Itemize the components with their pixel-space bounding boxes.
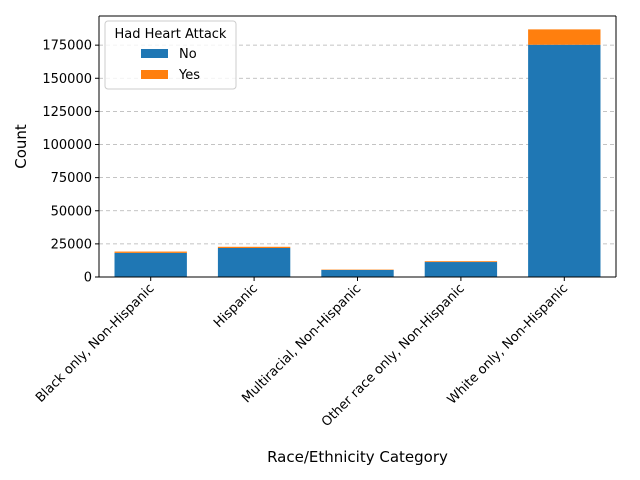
y-tick-label: 50000	[51, 204, 92, 219]
legend-swatch-no	[141, 49, 168, 58]
bar-segment-no	[424, 262, 498, 277]
y-tick-label: 150000	[42, 72, 92, 87]
y-tick-label: 0	[84, 271, 92, 286]
y-tick-label: 100000	[42, 138, 92, 153]
bar-segment-yes	[528, 29, 601, 45]
x-axis-label: Race/Ethnicity Category	[267, 448, 448, 466]
bar-segment-no	[217, 247, 291, 277]
bars	[114, 29, 601, 278]
x-tick-label: White only, Non-Hispanic	[445, 281, 571, 407]
legend-label-yes: Yes	[178, 68, 200, 83]
legend-label-no: No	[179, 47, 197, 62]
legend-title: Had Heart Attack	[115, 27, 227, 42]
legend-frame	[104, 20, 237, 90]
x-tick-label: Multiracial, Non-Hispanic	[239, 281, 364, 406]
legend: Had Heart Attack No Yes	[104, 20, 237, 90]
x-tick-label: Hispanic	[211, 281, 261, 331]
legend-items: No Yes	[141, 47, 200, 83]
y-tick-label: 75000	[51, 171, 92, 186]
y-tick-label: 175000	[42, 39, 92, 54]
bar-segment-no	[528, 44, 601, 278]
bar-segment-no	[321, 269, 394, 277]
legend-swatch-yes	[141, 70, 168, 79]
bar-segment-yes	[114, 251, 187, 253]
y-tick-label: 25000	[51, 237, 92, 252]
y-axis-label: Count	[12, 124, 30, 169]
bar-segment-yes	[424, 261, 498, 263]
bar-segment-yes	[217, 246, 291, 248]
bar-segment-no	[114, 252, 187, 277]
y-tick-label: 125000	[42, 105, 92, 120]
x-tick-label: Black only, Non-Hispanic	[33, 281, 157, 405]
